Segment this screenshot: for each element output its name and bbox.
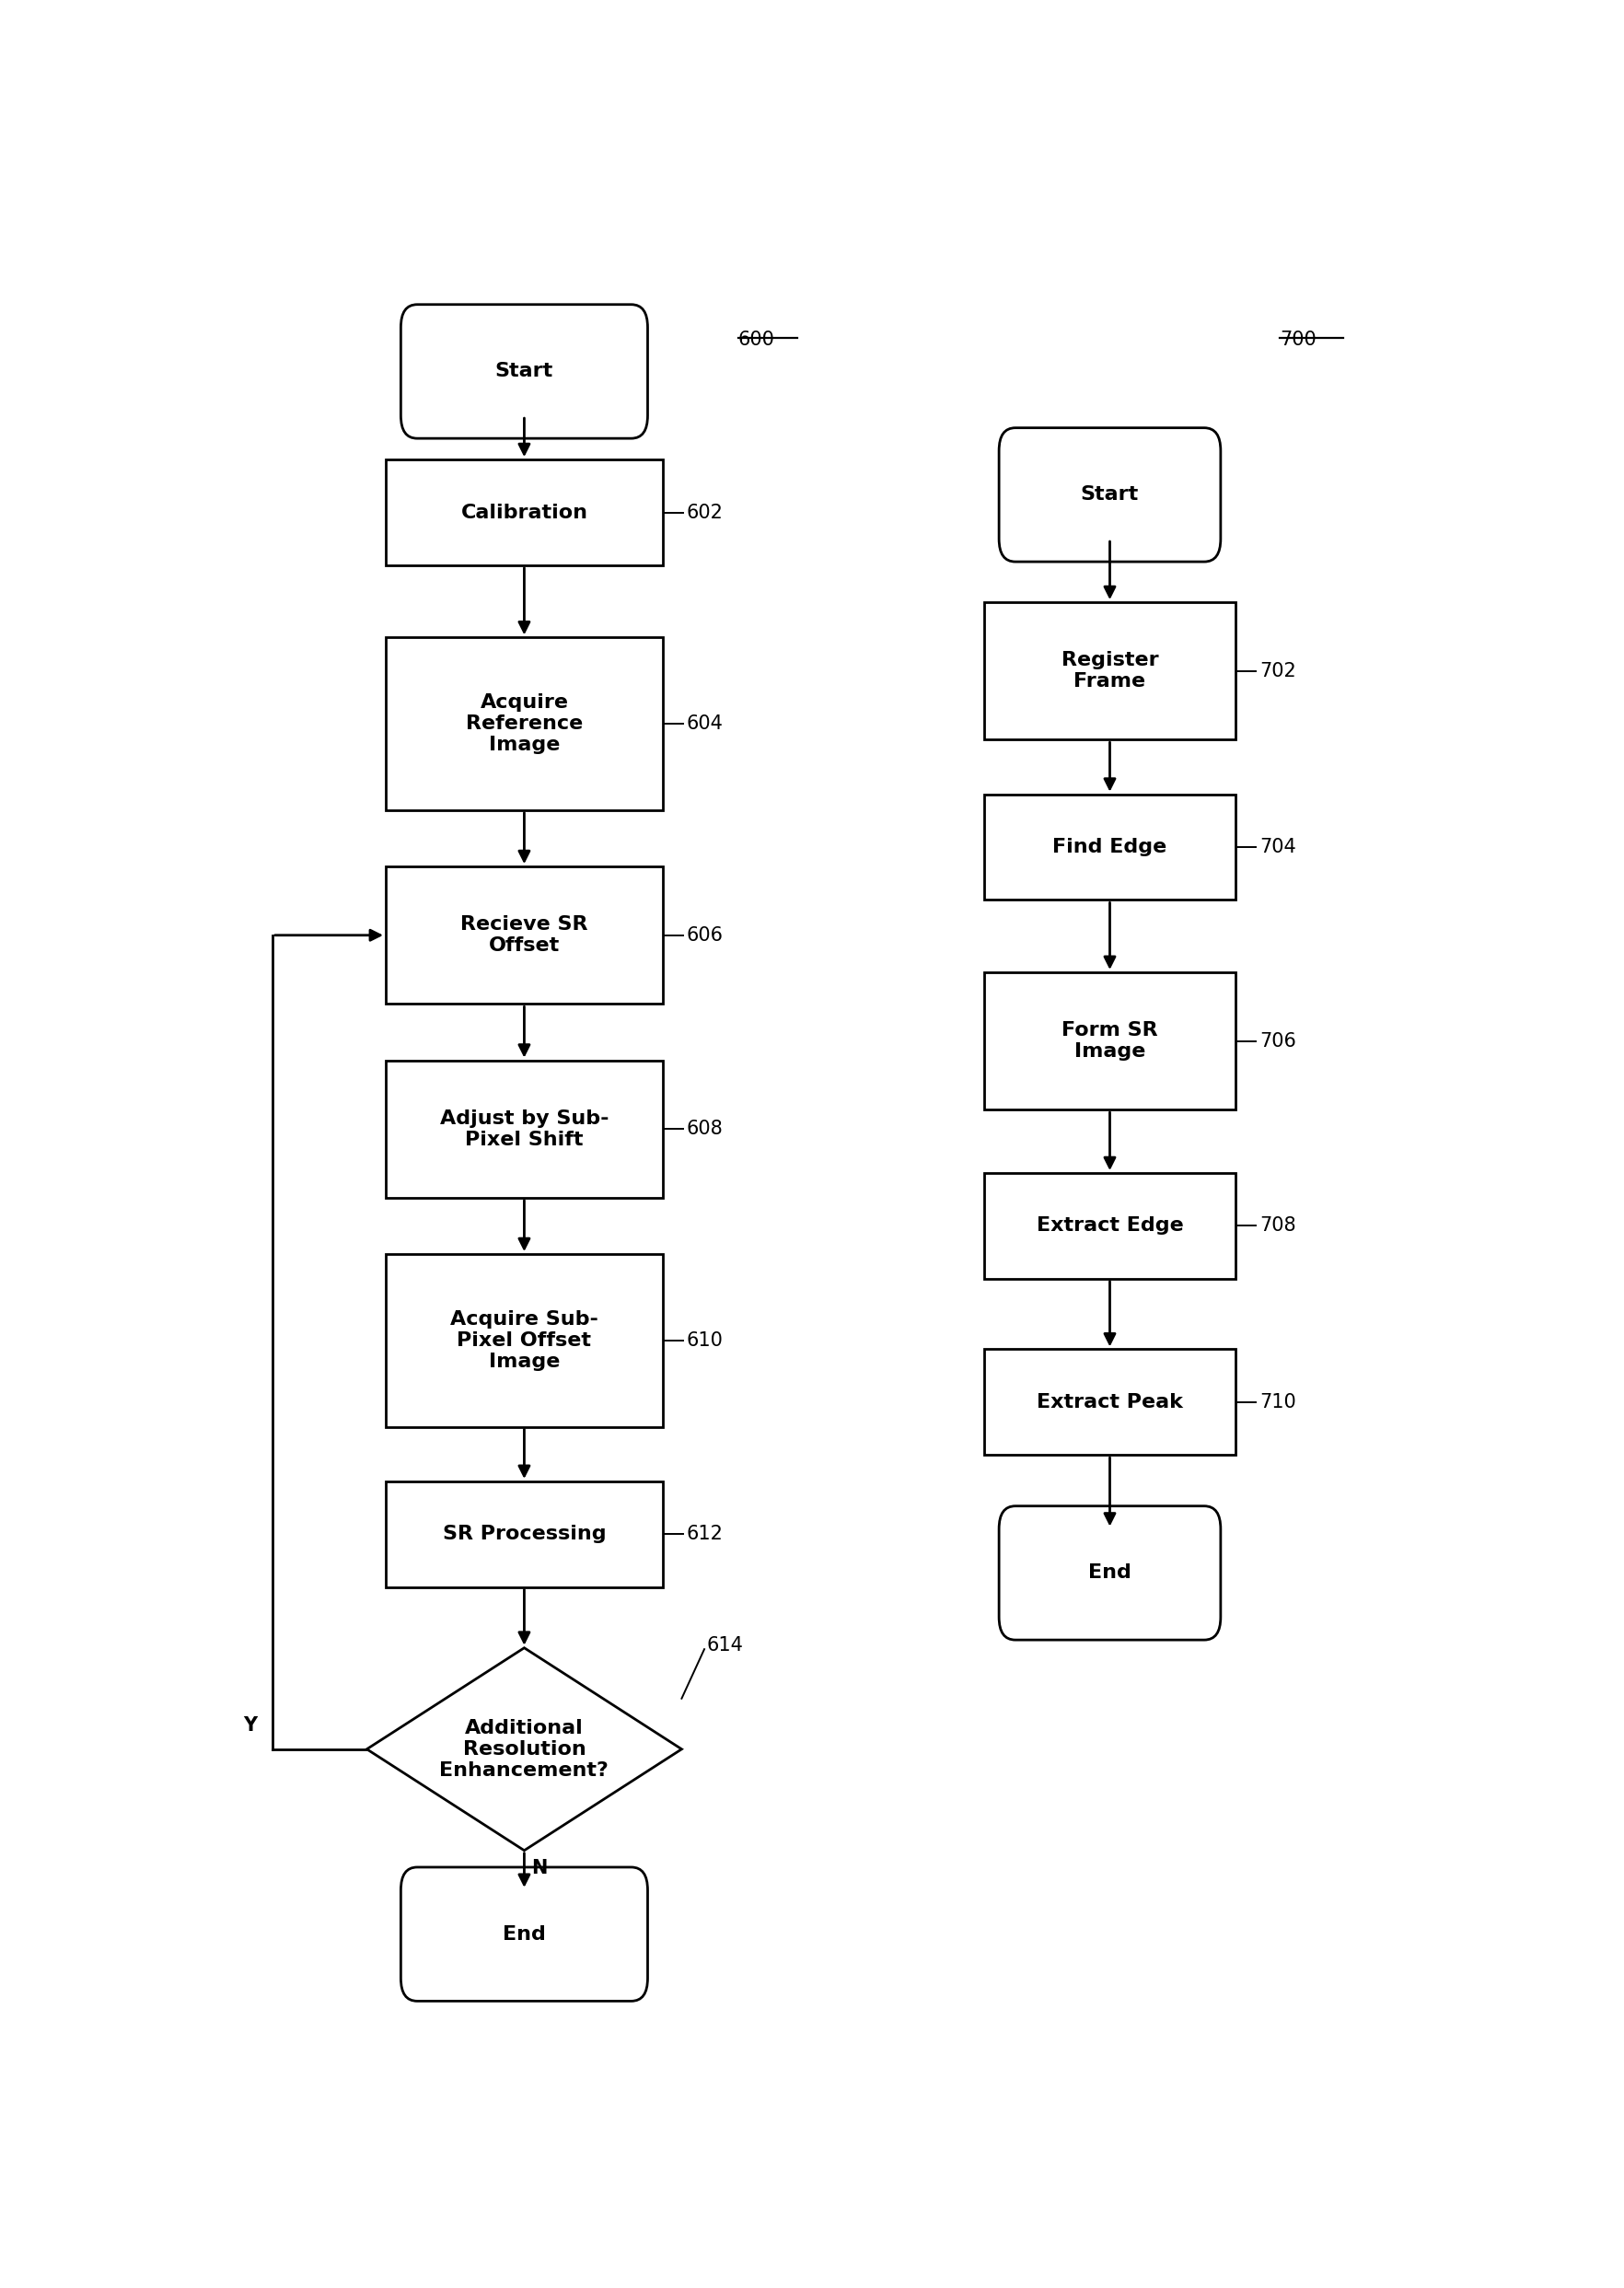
Text: End: End: [1088, 1563, 1130, 1583]
Text: Form SR
Image: Form SR Image: [1060, 1020, 1158, 1062]
FancyBboxPatch shape: [999, 428, 1220, 563]
Text: 708: 708: [1259, 1217, 1296, 1236]
Text: 608: 608: [687, 1119, 723, 1137]
FancyBboxPatch shape: [983, 1350, 1234, 1455]
Text: 706: 706: [1259, 1032, 1296, 1050]
Text: Acquire Sub-
Pixel Offset
Image: Acquire Sub- Pixel Offset Image: [450, 1309, 598, 1371]
FancyBboxPatch shape: [983, 972, 1234, 1110]
FancyBboxPatch shape: [385, 867, 663, 1004]
Text: 612: 612: [687, 1526, 723, 1544]
Text: SR Processing: SR Processing: [442, 1526, 606, 1544]
Text: N: N: [531, 1860, 547, 1878]
FancyBboxPatch shape: [385, 1059, 663, 1197]
Text: 606: 606: [687, 927, 723, 945]
Text: Y: Y: [242, 1716, 257, 1734]
Text: Register
Frame: Register Frame: [1060, 652, 1158, 691]
FancyBboxPatch shape: [983, 1174, 1234, 1279]
FancyBboxPatch shape: [999, 1506, 1220, 1640]
FancyBboxPatch shape: [401, 304, 648, 439]
Text: 700: 700: [1280, 332, 1315, 350]
FancyBboxPatch shape: [983, 794, 1234, 899]
FancyBboxPatch shape: [983, 602, 1234, 739]
Text: Calibration: Calibration: [461, 503, 588, 522]
Text: Extract Peak: Extract Peak: [1036, 1393, 1182, 1412]
Text: Additional
Resolution
Enhancement?: Additional Resolution Enhancement?: [440, 1718, 609, 1780]
FancyBboxPatch shape: [385, 1480, 663, 1588]
Text: 604: 604: [687, 714, 723, 732]
Polygon shape: [367, 1647, 682, 1851]
Text: 610: 610: [687, 1332, 723, 1350]
Text: Acquire
Reference
Image: Acquire Reference Image: [466, 693, 583, 755]
Text: Start: Start: [1080, 485, 1138, 503]
Text: 702: 702: [1259, 661, 1296, 680]
Text: 602: 602: [687, 503, 723, 522]
FancyBboxPatch shape: [385, 1254, 663, 1428]
Text: 600: 600: [737, 332, 775, 350]
Text: Extract Edge: Extract Edge: [1036, 1217, 1182, 1236]
Text: Start: Start: [495, 362, 554, 380]
Text: 614: 614: [706, 1636, 744, 1654]
FancyBboxPatch shape: [401, 1867, 648, 2002]
Text: 704: 704: [1259, 837, 1296, 856]
Text: Find Edge: Find Edge: [1052, 837, 1166, 856]
Text: End: End: [502, 1924, 546, 1943]
FancyBboxPatch shape: [385, 460, 663, 565]
Text: 710: 710: [1259, 1393, 1296, 1412]
Text: Recieve SR
Offset: Recieve SR Offset: [460, 915, 588, 954]
FancyBboxPatch shape: [385, 638, 663, 810]
Text: Adjust by Sub-
Pixel Shift: Adjust by Sub- Pixel Shift: [440, 1110, 609, 1149]
